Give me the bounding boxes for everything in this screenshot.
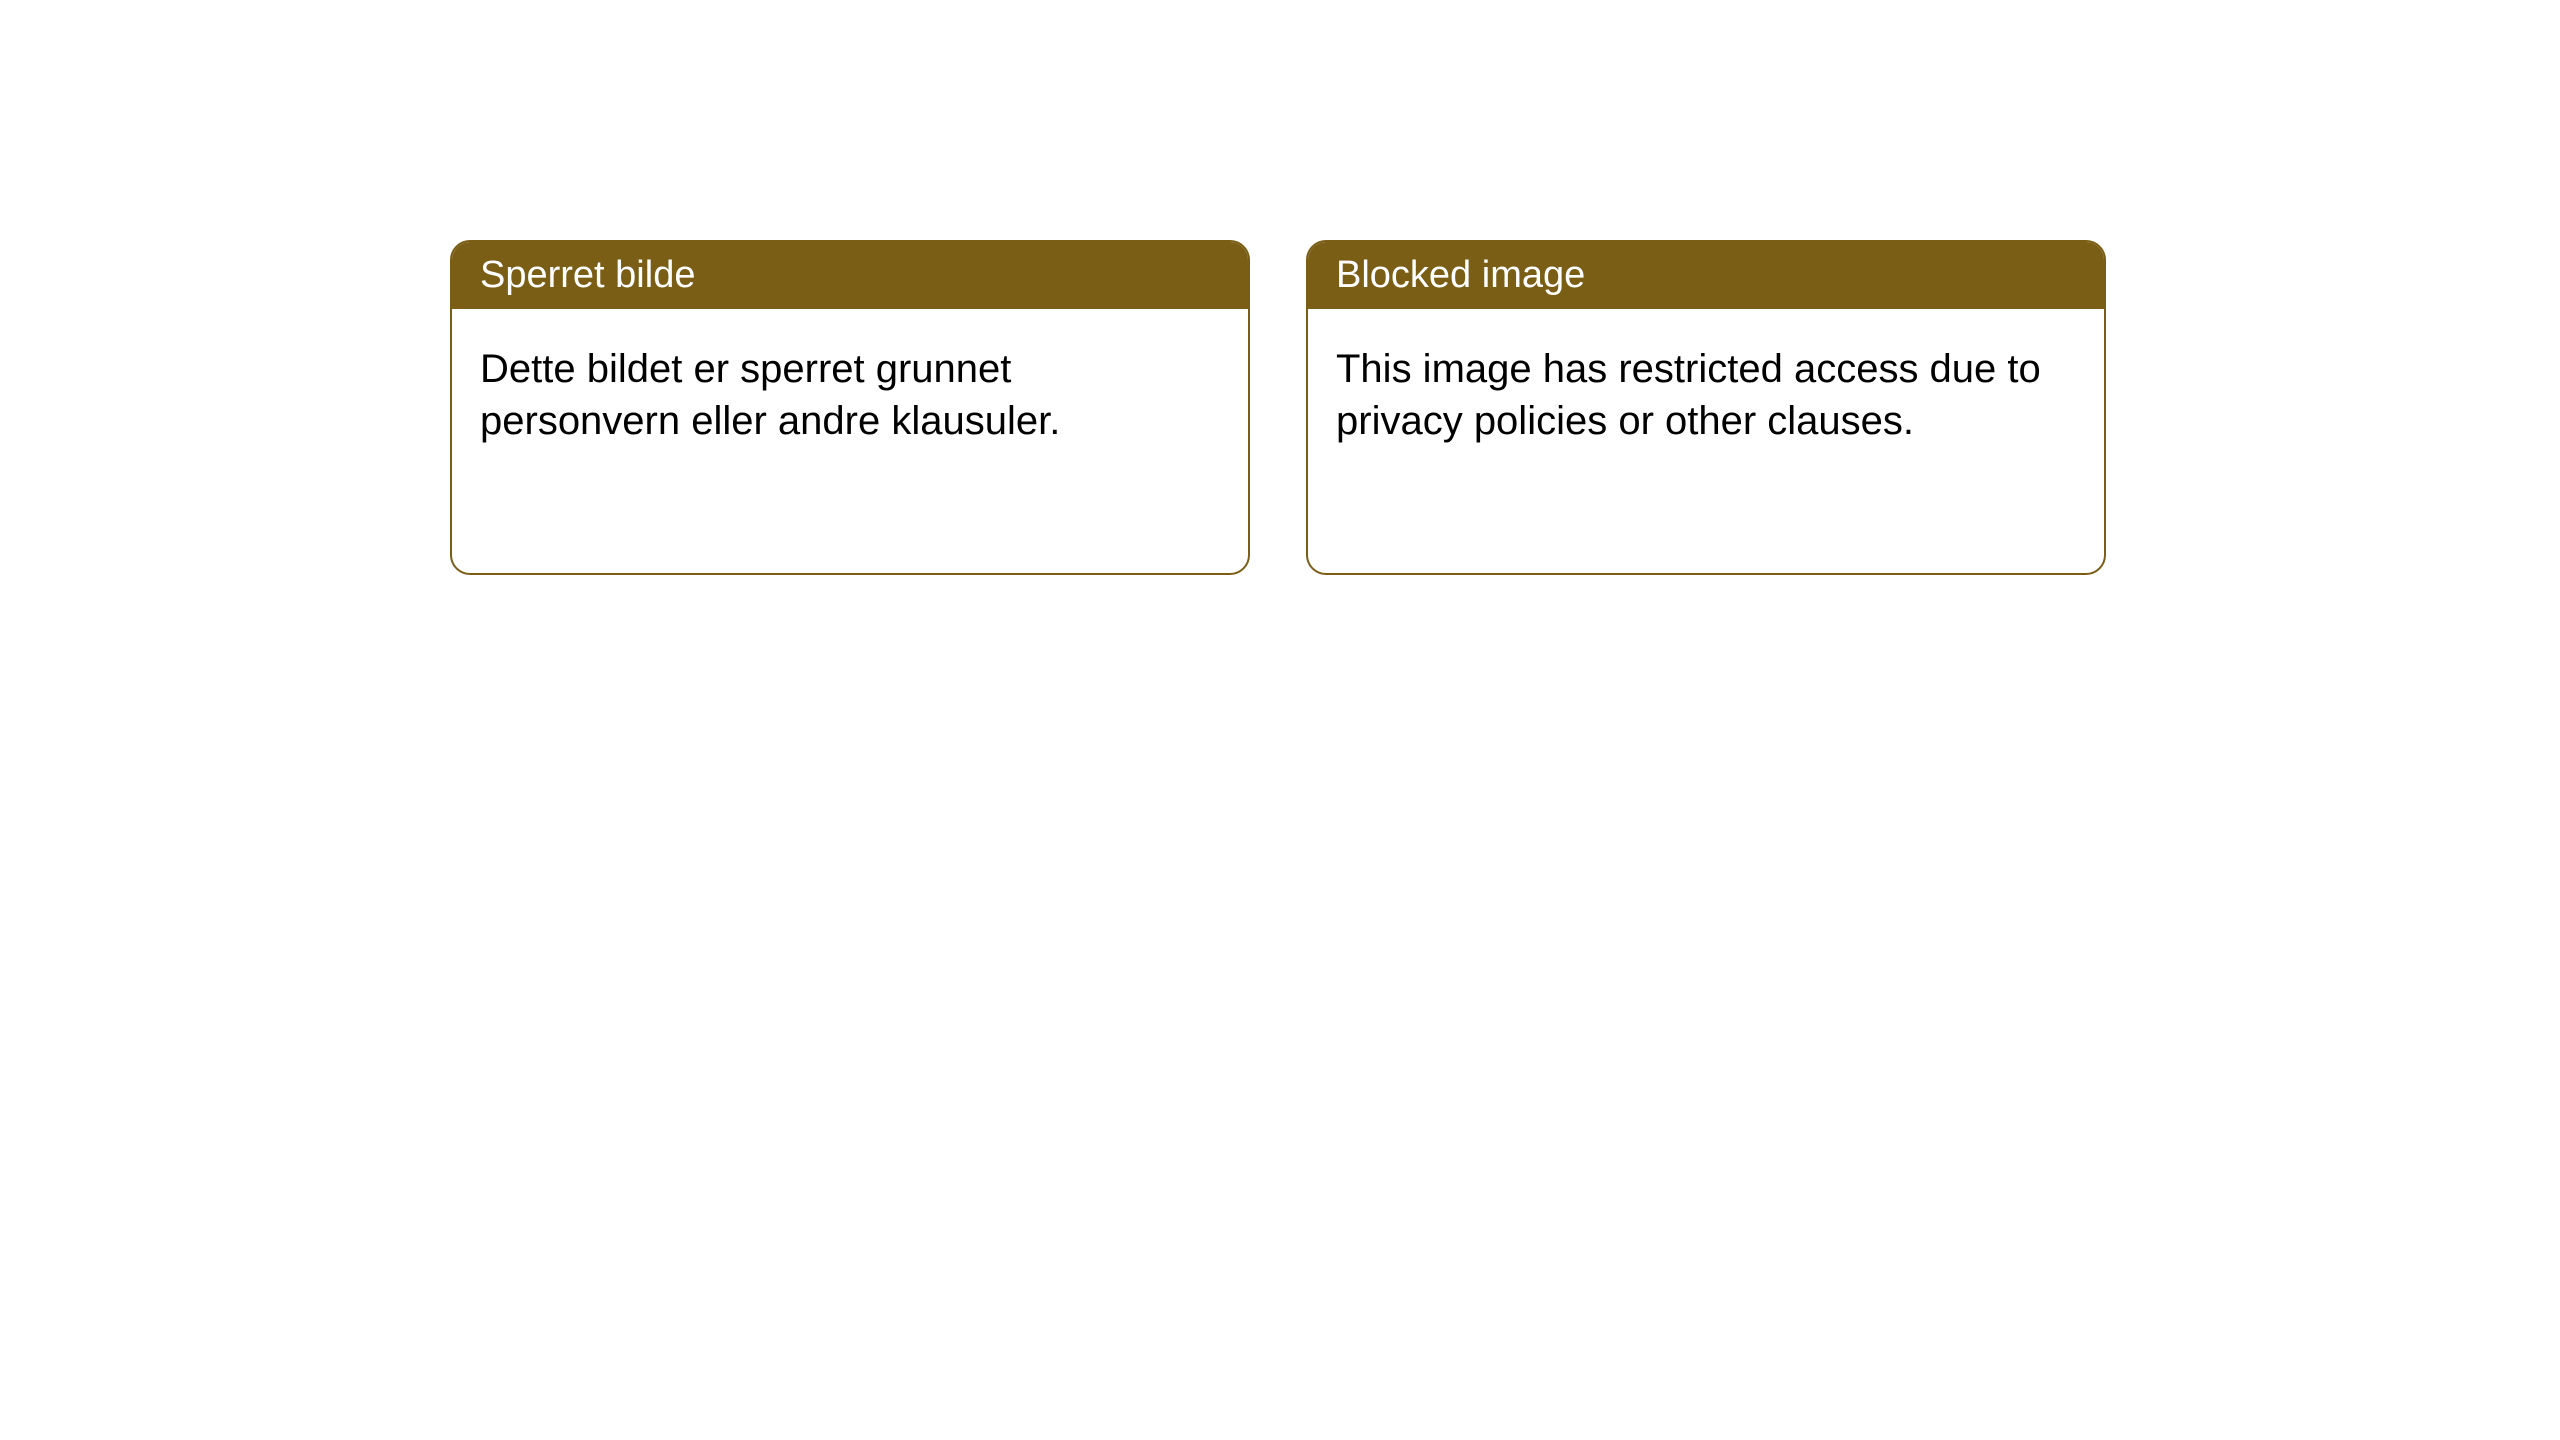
notice-title: Sperret bilde (480, 254, 695, 296)
notice-header: Blocked image (1308, 242, 2104, 309)
notice-container: Sperret bilde Dette bildet er sperret gr… (0, 0, 2560, 575)
notice-body: Dette bildet er sperret grunnet personve… (452, 309, 1248, 481)
notice-text: Dette bildet er sperret grunnet personve… (480, 347, 1060, 443)
notice-card-english: Blocked image This image has restricted … (1306, 240, 2106, 575)
notice-title: Blocked image (1336, 254, 1585, 296)
notice-card-norwegian: Sperret bilde Dette bildet er sperret gr… (450, 240, 1250, 575)
notice-body: This image has restricted access due to … (1308, 309, 2104, 481)
notice-text: This image has restricted access due to … (1336, 347, 2041, 443)
notice-header: Sperret bilde (452, 242, 1248, 309)
